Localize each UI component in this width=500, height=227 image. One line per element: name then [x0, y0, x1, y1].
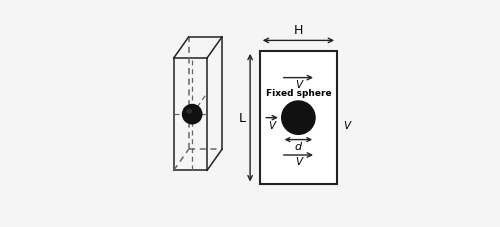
- Text: V: V: [295, 79, 302, 89]
- Text: L: L: [238, 112, 246, 125]
- Text: V: V: [343, 120, 350, 130]
- Circle shape: [282, 101, 315, 135]
- Circle shape: [182, 105, 202, 124]
- Ellipse shape: [187, 110, 192, 114]
- Text: H: H: [294, 24, 303, 37]
- Text: V: V: [295, 156, 302, 166]
- Text: Fixed sphere: Fixed sphere: [266, 88, 331, 97]
- Text: V: V: [268, 120, 276, 130]
- Bar: [260, 52, 337, 185]
- Text: d: d: [295, 141, 302, 151]
